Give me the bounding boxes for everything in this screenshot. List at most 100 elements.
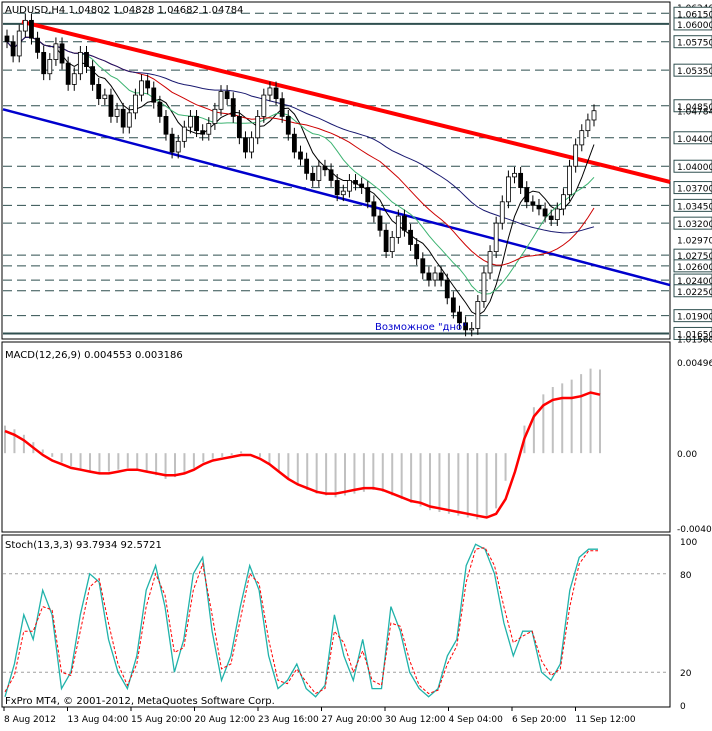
candle-body (41, 51, 47, 75)
stoch-tick-label: 100 (680, 538, 697, 548)
candle-body (561, 194, 566, 210)
candle-body (334, 180, 340, 196)
price-tick-label: 1.02600 (677, 263, 712, 273)
time-tick-label: 13 Aug 04:00 (68, 715, 129, 725)
candle-body (469, 328, 475, 331)
level-label-box (673, 63, 712, 77)
candle-body (267, 87, 273, 96)
candle-body (16, 30, 22, 57)
blue-trend-line (2, 108, 671, 287)
candle-body (432, 272, 438, 281)
candle-body (261, 94, 267, 117)
candle-body (114, 108, 120, 117)
candle-body (505, 176, 511, 203)
candle-body (35, 37, 40, 53)
candle-body (249, 137, 254, 153)
price-tick-label: 1.05350 (677, 67, 712, 77)
time-tick-label: 27 Aug 20:00 (322, 715, 383, 725)
candle-body (530, 201, 536, 206)
time-tick-label: 11 Sep 12:00 (576, 715, 636, 725)
candle-body (291, 133, 297, 153)
candle-body (395, 215, 401, 238)
stoch-main-line (4, 543, 598, 698)
price-tick-label: 1.01900 (677, 313, 712, 323)
level-label-box (673, 284, 712, 298)
candle-body (236, 116, 242, 139)
time-tick-label: 20 Aug 12:00 (195, 715, 256, 725)
candle-body (408, 229, 413, 245)
candle-body (230, 98, 236, 117)
level-label-box (673, 35, 712, 49)
price-tick-label: 1.03200 (677, 220, 712, 230)
level-label-box (673, 99, 712, 113)
level-label-box (673, 159, 712, 173)
candle-body (359, 183, 365, 188)
candle-body (347, 180, 352, 192)
candle-body (524, 187, 530, 203)
price-tick-label: 1.05750 (677, 39, 712, 49)
price-tick-label: 1.02750 (677, 252, 712, 262)
candle-body (243, 137, 248, 153)
macd-panel-frame (1, 341, 671, 533)
candle-body (90, 66, 96, 85)
candle-body (151, 87, 157, 103)
candle-body (71, 73, 77, 85)
price-tick-label: 1.04784 (677, 107, 712, 117)
candle-body (353, 180, 358, 185)
price-tick-label: 1.02970 (677, 237, 712, 247)
level-label-box (673, 17, 712, 31)
candle-body (457, 311, 462, 324)
candle-body (512, 172, 517, 178)
price-tick-label: 1.02250 (677, 288, 712, 298)
copyright-label: FxPro MT4, © 2001-2012, MetaQuotes Softw… (5, 696, 275, 707)
candle-body (316, 165, 322, 181)
candle-body (224, 91, 230, 100)
candle-body (65, 62, 71, 85)
candle-body (47, 59, 53, 75)
candle-body (402, 215, 407, 231)
candle-body (255, 116, 261, 139)
time-tick-label: 6 Sep 20:00 (512, 715, 567, 725)
candle-body (181, 126, 187, 142)
candle-body (591, 110, 597, 121)
candle-body (310, 172, 316, 181)
stoch-marks (3, 543, 669, 698)
candle-body (481, 272, 487, 302)
candle-body (585, 119, 591, 132)
candle-body (157, 101, 163, 117)
candle-body (126, 112, 132, 128)
candle-body (4, 35, 10, 43)
candle-body (463, 322, 468, 331)
bottom-annotation: Возможное "дно" (375, 322, 467, 333)
price-tick-label: 1.06000 (677, 21, 712, 31)
candle-body (96, 84, 102, 100)
sma-navy-line (6, 36, 595, 234)
candle-body (188, 116, 193, 128)
time-tick-label: 15 Aug 20:00 (131, 715, 192, 725)
price-tick-label: 1.04000 (677, 163, 712, 173)
candle-body (579, 130, 585, 146)
time-tick-label: 30 Aug 12:00 (385, 715, 446, 725)
candle-body (22, 19, 28, 32)
candle-body (120, 108, 126, 128)
candle-body (383, 229, 389, 253)
candle-body (567, 165, 572, 196)
axis-labels: 1.062401.061501.060001.057501.053501.048… (3, 4, 712, 725)
price-tick-label: 1.03700 (677, 185, 712, 195)
candle-body (139, 80, 144, 96)
macd-tick-label: 0.00 (677, 450, 697, 460)
time-tick-label: 8 Aug 2012 (4, 715, 56, 725)
stoch-title: Stoch(13,3,3) 93.7934 92.5721 (5, 540, 162, 551)
price-marks (2, 13, 671, 337)
price-tick-label: 1.03450 (677, 202, 712, 212)
candle-body (29, 19, 34, 39)
sma-green-line (6, 36, 595, 295)
level-label-box (673, 216, 712, 230)
stoch-tick-label: 80 (680, 571, 692, 581)
candle-body (377, 215, 383, 231)
candle-body (487, 251, 493, 274)
candle-body (499, 201, 505, 224)
candle-body (444, 279, 450, 299)
